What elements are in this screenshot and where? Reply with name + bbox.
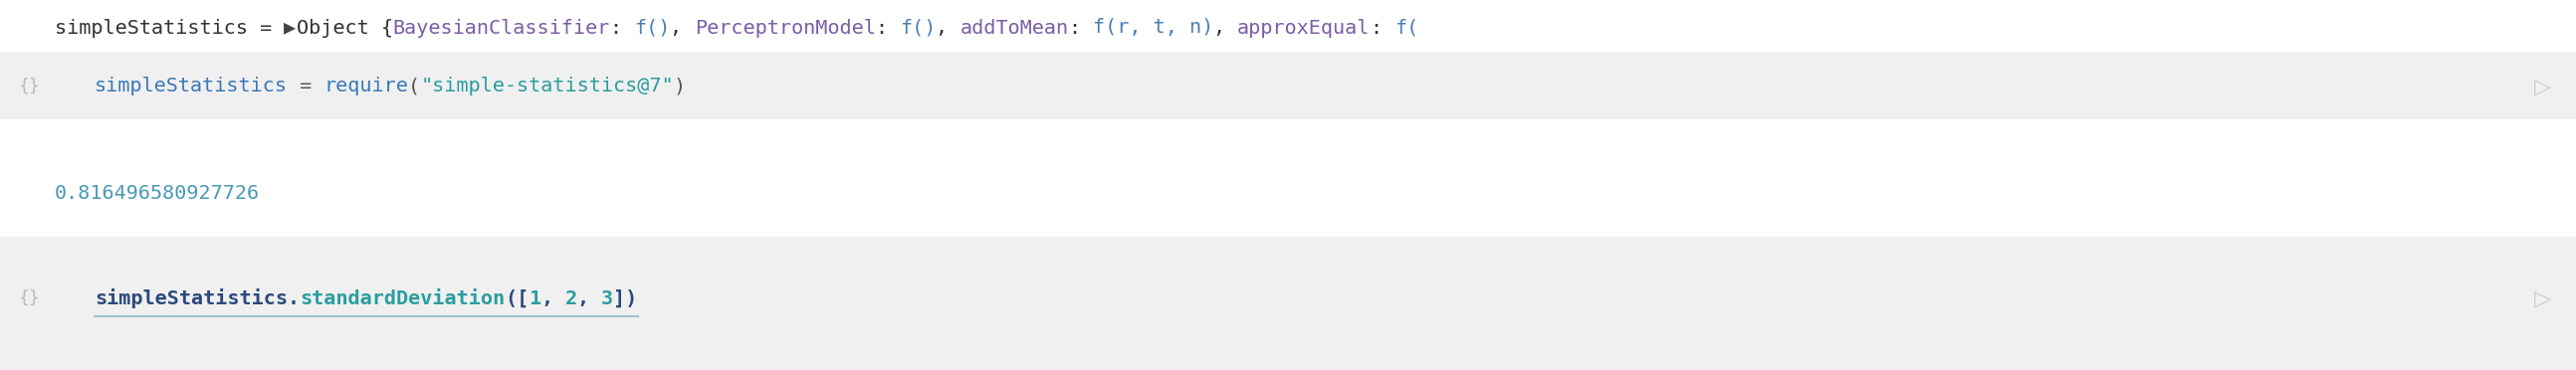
Text: simpleStatistics: simpleStatistics: [95, 289, 289, 308]
Text: ▷: ▷: [2535, 289, 2553, 308]
Text: ,: ,: [1213, 18, 1236, 37]
Text: standardDeviation: standardDeviation: [299, 289, 505, 308]
Text: ▶: ▶: [283, 18, 296, 37]
Bar: [0, 52, 2576, 120]
Text: approxEqual: approxEqual: [1236, 18, 1370, 37]
Text: 2: 2: [564, 289, 577, 308]
Text: PerceptronModel: PerceptronModel: [696, 18, 876, 37]
Text: {}: {}: [18, 289, 39, 307]
Text: 0.816496580927726: 0.816496580927726: [54, 185, 260, 204]
Text: f(): f(): [899, 18, 935, 37]
Text: ,: ,: [670, 18, 696, 37]
Text: :: :: [876, 18, 899, 37]
Text: {}: {}: [18, 78, 39, 95]
Text: addToMean: addToMean: [961, 18, 1069, 37]
Text: ([: ([: [505, 289, 528, 308]
Text: :: :: [1069, 18, 1092, 37]
Text: "simple-statistics@7": "simple-statistics@7": [420, 77, 675, 96]
Text: f(r, t, n): f(r, t, n): [1092, 18, 1213, 37]
Text: :: :: [611, 18, 634, 37]
Text: require: require: [325, 77, 410, 96]
Text: =: =: [289, 77, 325, 96]
Text: (: (: [410, 77, 420, 96]
Text: ]): ]): [613, 289, 639, 308]
Text: Object {: Object {: [296, 18, 392, 37]
Text: 3: 3: [600, 289, 613, 308]
Text: ▷: ▷: [2535, 77, 2553, 97]
Text: f(): f(): [634, 18, 670, 37]
Text: ,: ,: [577, 289, 600, 308]
Text: BayesianClassifier: BayesianClassifier: [392, 18, 611, 37]
Text: 1: 1: [528, 289, 541, 308]
Text: ,: ,: [541, 289, 564, 308]
Text: simpleStatistics =: simpleStatistics =: [54, 18, 283, 37]
Text: f(: f(: [1394, 18, 1419, 37]
Text: :: :: [1370, 18, 1394, 37]
Text: ): ): [675, 77, 685, 96]
Bar: [0, 237, 2576, 370]
Text: .: .: [289, 289, 299, 308]
Text: ,: ,: [935, 18, 961, 37]
Text: simpleStatistics: simpleStatistics: [95, 77, 289, 96]
